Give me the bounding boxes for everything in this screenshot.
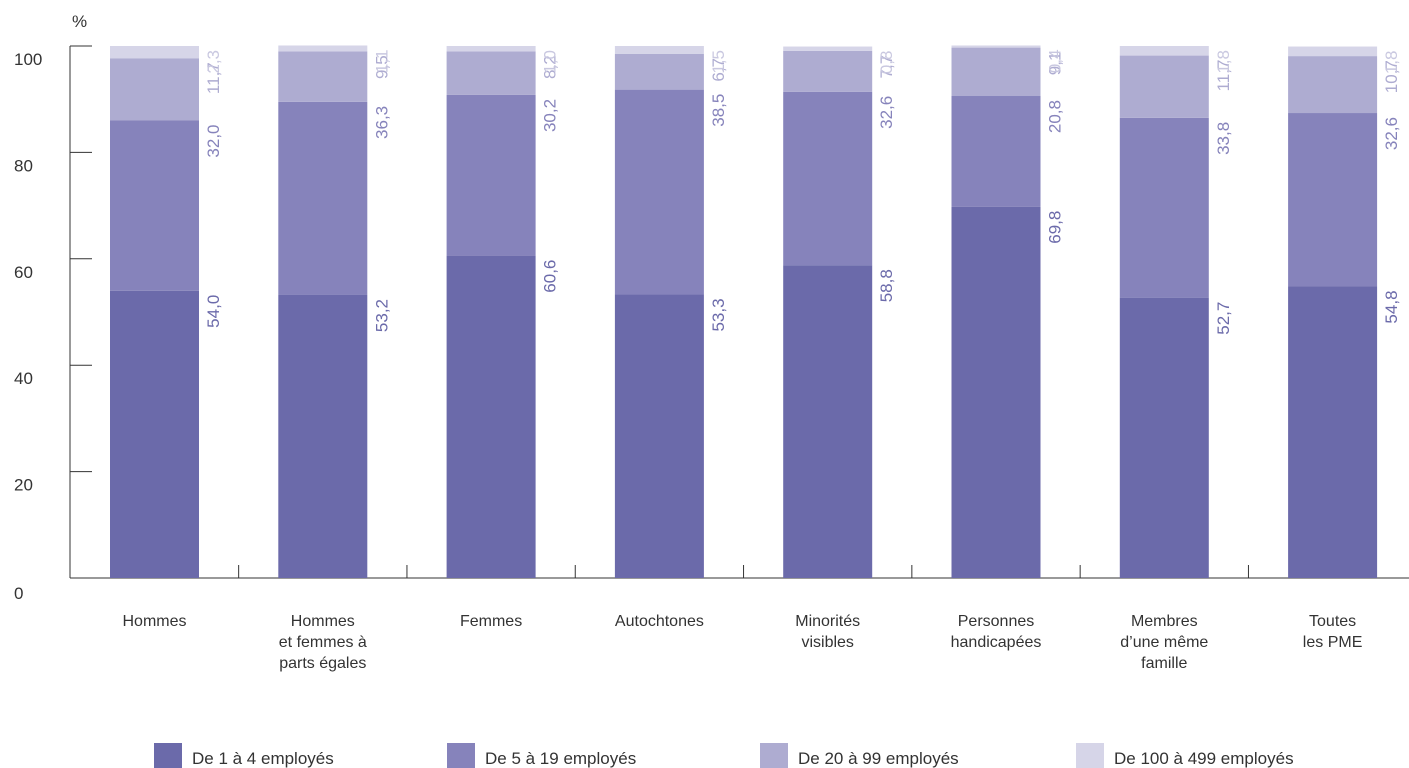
value-label: 32,0 xyxy=(204,124,223,157)
bar-segment-de-100-a-499-employes-6 xyxy=(952,45,1041,47)
bar-segment-de-5-a-19-employes-4 xyxy=(615,90,704,295)
bar-segment-de-100-a-499-employes-1 xyxy=(110,46,199,58)
category-label-line: Hommes xyxy=(291,613,355,630)
category-label: Membres d’une même famille xyxy=(1120,613,1208,672)
y-tick-label: 100 xyxy=(14,50,42,69)
bar-segment-de-1-a-4-employes-2 xyxy=(278,295,367,578)
value-label: 38,5 xyxy=(709,94,728,127)
category-label-line: Minorités xyxy=(795,613,860,630)
value-label: 69,8 xyxy=(1046,211,1065,244)
y-tick-label: 60 xyxy=(14,263,33,282)
category-label: Autochtones xyxy=(615,613,704,630)
bar-segment-de-20-a-99-employes-6 xyxy=(952,48,1041,96)
category-label-line: handicapées xyxy=(951,634,1042,651)
y-tick-label: 20 xyxy=(14,476,33,495)
category-label: Hommes et femmes à parts égales xyxy=(279,613,367,672)
legend-label-de-100-a-499-employes: De 100 à 499 employés xyxy=(1114,749,1294,768)
bar-segment-de-20-a-99-employes-7 xyxy=(1120,56,1209,118)
y-tick-label: 40 xyxy=(14,369,33,388)
bar-segment-de-100-a-499-employes-8 xyxy=(1288,47,1377,57)
category-label-line: Personnes xyxy=(958,613,1035,630)
value-label: 20,8 xyxy=(1046,100,1065,133)
y-tick-label: 80 xyxy=(14,156,33,175)
category-label-line: Femmes xyxy=(460,613,522,630)
category-label: Toutes les PME xyxy=(1303,613,1363,651)
category-label-line: Toutes xyxy=(1309,613,1356,630)
value-label: 54,8 xyxy=(1382,290,1401,323)
bar-segment-de-100-a-499-employes-5 xyxy=(783,47,872,51)
bar-segment-de-100-a-499-employes-2 xyxy=(278,45,367,51)
bar-segment-de-1-a-4-employes-7 xyxy=(1120,298,1209,578)
bar-segment-de-5-a-19-employes-3 xyxy=(447,95,536,256)
value-label: 2,3 xyxy=(204,50,223,74)
category-label-line: famille xyxy=(1141,655,1187,672)
value-label: 32,6 xyxy=(877,96,896,129)
legend-label-de-1-a-4-employes: De 1 à 4 employés xyxy=(192,749,334,768)
bar-segment-de-1-a-4-employes-1 xyxy=(110,291,199,578)
bar-segment-de-20-a-99-employes-2 xyxy=(278,51,367,102)
category-label-line: Autochtones xyxy=(615,613,704,630)
bar-segment-de-20-a-99-employes-8 xyxy=(1288,56,1377,113)
legend-swatch-de-100-a-499-employes xyxy=(1076,743,1104,768)
value-label: 60,6 xyxy=(541,260,560,293)
legend: De 1 à 4 employés De 5 à 19 employés De 20… xyxy=(154,743,1294,768)
category-label-line: Hommes xyxy=(122,613,186,630)
category-label-line: les PME xyxy=(1303,634,1363,651)
bar-segment-de-1-a-4-employes-8 xyxy=(1288,286,1377,578)
bar-segment-de-100-a-499-employes-7 xyxy=(1120,46,1209,56)
value-label: 53,3 xyxy=(709,298,728,331)
value-label: 33,8 xyxy=(1214,122,1233,155)
bar-segment-de-100-a-499-employes-3 xyxy=(447,46,536,51)
bar-segment-de-20-a-99-employes-5 xyxy=(783,51,872,92)
category-label: Hommes xyxy=(122,613,186,630)
category-label: Minorités visibles xyxy=(795,613,860,651)
bar-segment-de-1-a-4-employes-3 xyxy=(447,256,536,578)
bar-segment-de-100-a-499-employes-4 xyxy=(615,46,704,54)
legend-label-de-5-a-19-employes: De 5 à 19 employés xyxy=(485,749,636,768)
bar-segment-de-1-a-4-employes-4 xyxy=(615,294,704,578)
category-label-line: d’une même xyxy=(1120,634,1208,651)
bar-segment-de-1-a-4-employes-5 xyxy=(783,265,872,578)
value-label: 1,5 xyxy=(709,50,728,74)
value-label: 58,8 xyxy=(877,269,896,302)
bar-segment-de-5-a-19-employes-6 xyxy=(952,96,1041,207)
legend-swatch-de-20-a-99-employes xyxy=(760,743,788,768)
legend-swatch-de-1-a-4-employes xyxy=(154,743,182,768)
value-label: 53,2 xyxy=(372,299,391,332)
value-label: 54,0 xyxy=(204,295,223,328)
bar-segment-de-20-a-99-employes-3 xyxy=(447,51,536,95)
y-tick-label: 0 xyxy=(14,584,23,603)
legend-label-de-20-a-99-employes: De 20 à 99 employés xyxy=(798,749,959,768)
bar-segment-de-5-a-19-employes-8 xyxy=(1288,113,1377,286)
value-label: 1,8 xyxy=(1214,50,1233,74)
value-label: 1,1 xyxy=(372,49,391,73)
value-label: 1,0 xyxy=(541,50,560,74)
category-label-line: parts égales xyxy=(279,655,366,672)
legend-swatch-de-5-a-19-employes xyxy=(447,743,475,768)
category-label-line: visibles xyxy=(801,634,853,651)
category-label: Femmes xyxy=(460,613,522,630)
value-label: 0,8 xyxy=(877,51,896,75)
bar-segment-de-20-a-99-employes-1 xyxy=(110,58,199,120)
category-label-line: et femmes à xyxy=(279,634,367,651)
bar-segment-de-20-a-99-employes-4 xyxy=(615,54,704,90)
value-label: 0,4 xyxy=(1046,49,1065,73)
y-unit-label: % xyxy=(72,12,87,31)
value-label: 52,7 xyxy=(1214,302,1233,335)
bar-segment-de-1-a-4-employes-6 xyxy=(952,207,1041,578)
bars xyxy=(110,45,1377,578)
value-label: 32,6 xyxy=(1382,117,1401,150)
bar-segment-de-5-a-19-employes-1 xyxy=(110,120,199,290)
bar-segment-de-5-a-19-employes-5 xyxy=(783,92,872,265)
value-label: 30,2 xyxy=(541,99,560,132)
category-label: Personnes handicapées xyxy=(951,613,1042,651)
category-label-line: Membres xyxy=(1131,613,1198,630)
value-label: 1,8 xyxy=(1382,51,1401,75)
category-labels: Hommes Hommes et femmes à parts égales Femme… xyxy=(122,613,1362,672)
bar-segment-de-5-a-19-employes-2 xyxy=(278,102,367,295)
value-label: 36,3 xyxy=(372,106,391,139)
bar-segment-de-5-a-19-employes-7 xyxy=(1120,118,1209,298)
